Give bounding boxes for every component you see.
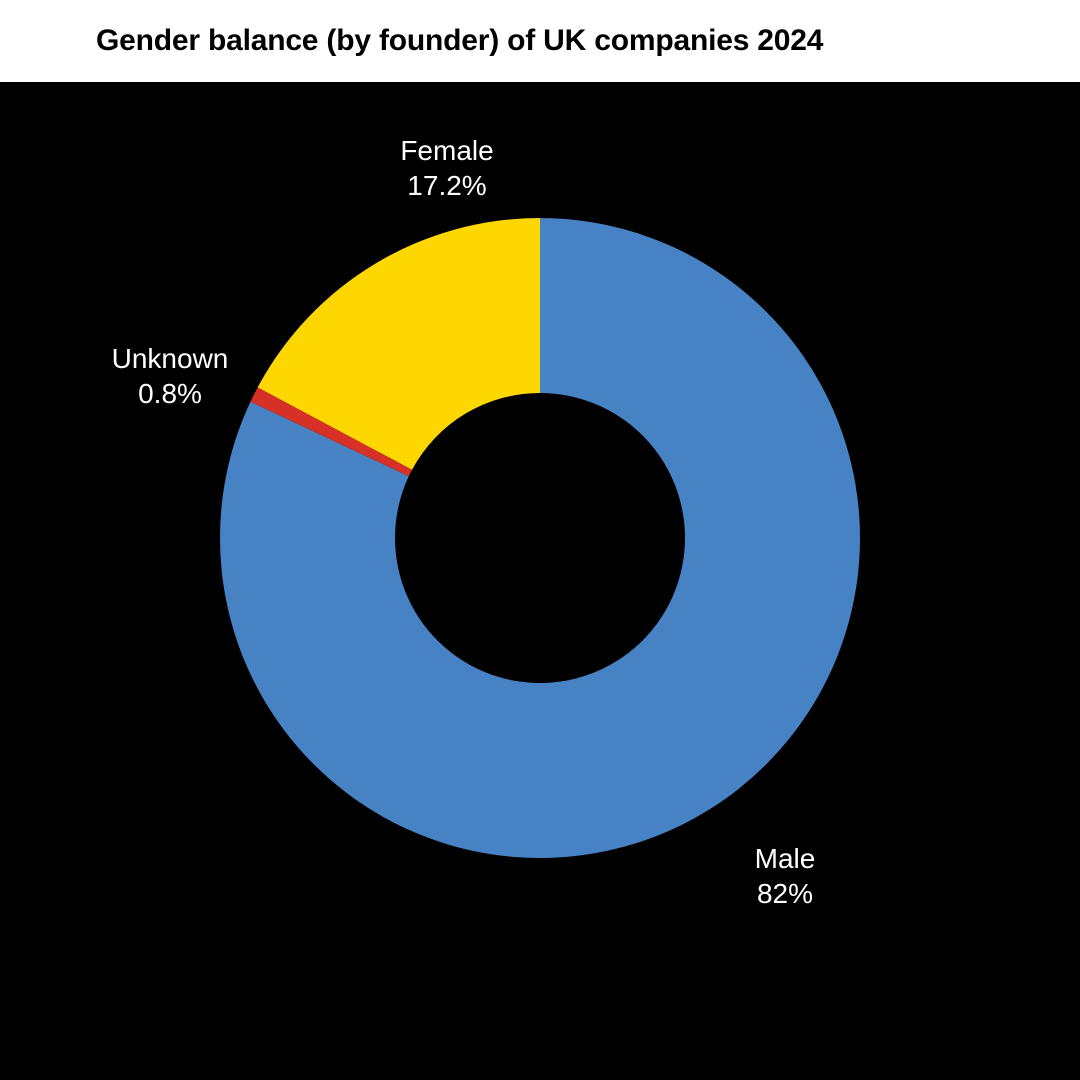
slice-label-unknown: Unknown0.8% xyxy=(112,341,229,411)
chart-title: Gender balance (by founder) of UK compan… xyxy=(96,24,1080,58)
title-bar: Gender balance (by founder) of UK compan… xyxy=(0,0,1080,82)
slice-label-name: Unknown xyxy=(112,341,229,376)
slice-label-female: Female17.2% xyxy=(400,133,493,203)
slice-label-pct: 0.8% xyxy=(112,376,229,411)
chart-area: Male82% Unknown0.8% Female17.2% xyxy=(0,82,1080,1078)
slice-label-pct: 17.2% xyxy=(400,168,493,203)
slice-label-name: Female xyxy=(400,133,493,168)
donut-chart xyxy=(0,82,1080,1078)
slice-label-name: Male xyxy=(755,841,816,876)
slice-label-male: Male82% xyxy=(755,841,816,911)
slice-label-pct: 82% xyxy=(755,876,816,911)
